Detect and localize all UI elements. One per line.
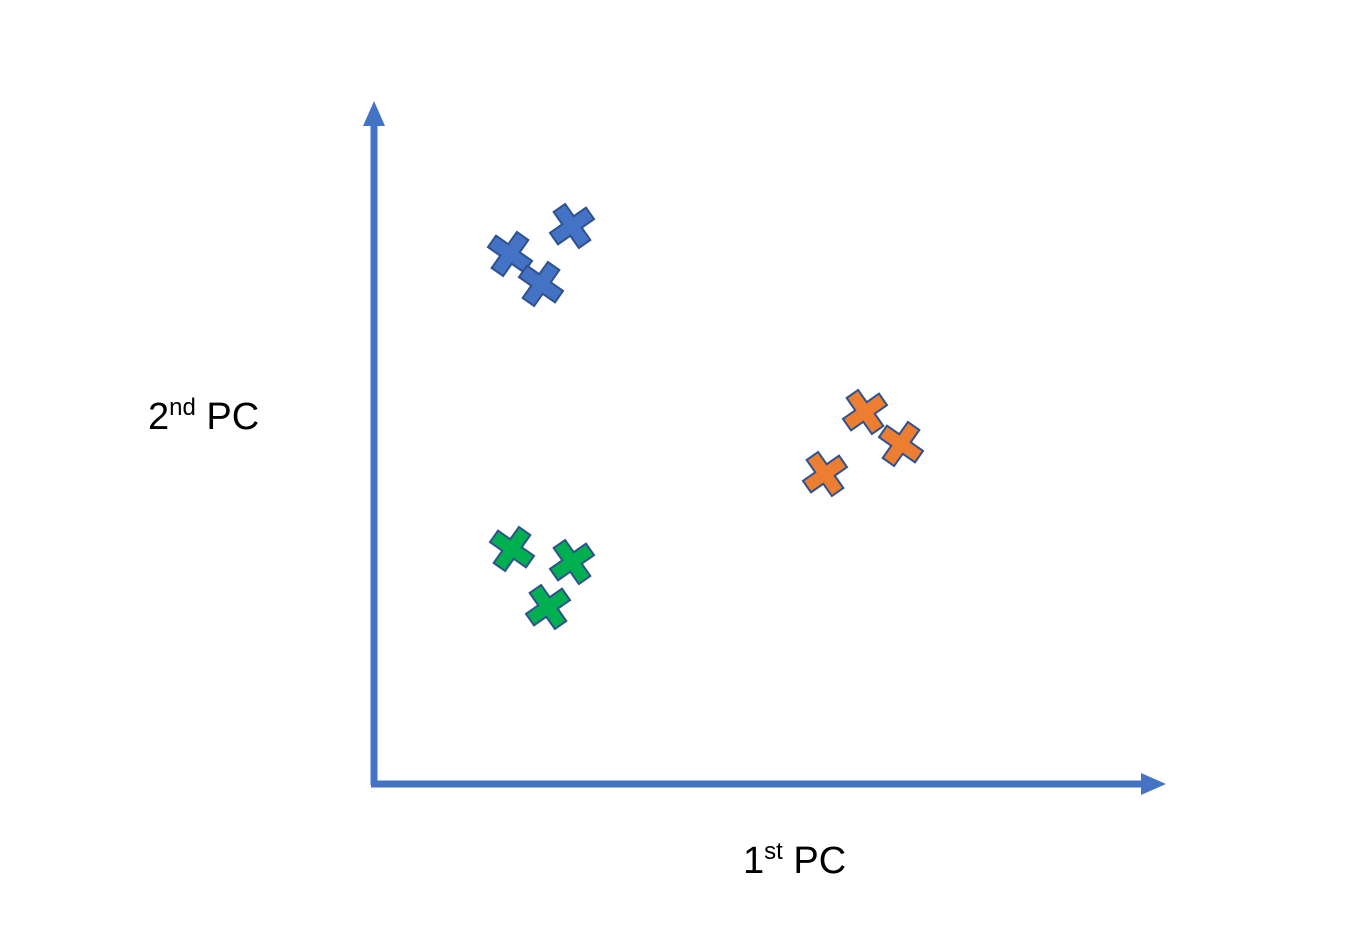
green-cross-marker-1 <box>488 525 536 573</box>
orange-cross-marker-2 <box>877 420 925 468</box>
blue-cross-marker-2 <box>548 202 596 250</box>
orange-cross-marker-1 <box>841 388 889 436</box>
x-axis-arrowhead <box>1141 773 1166 795</box>
y-axis-arrowhead <box>363 101 385 126</box>
y-axis-label: 2nd PC <box>148 394 260 438</box>
cluster-green <box>488 525 596 631</box>
y-axis-label-suffix: nd <box>169 394 196 421</box>
orange-cross-marker-3 <box>801 450 849 498</box>
x-axis <box>371 773 1166 795</box>
green-cross-marker-3 <box>524 583 572 631</box>
x-axis-label-suffix: st <box>764 838 783 865</box>
cluster-markers <box>486 202 925 631</box>
y-axis-label-text: PC <box>195 396 260 438</box>
x-axis-label-text: PC <box>782 840 847 882</box>
cluster-blue <box>486 202 596 308</box>
blue-cross-marker-3 <box>517 260 565 308</box>
blue-cross-marker-1 <box>486 230 534 278</box>
x-axis-label-number: 1 <box>743 840 765 882</box>
x-axis-label: 1st PC <box>743 838 847 882</box>
cluster-orange <box>801 388 925 498</box>
y-axis <box>363 101 385 785</box>
green-cross-marker-2 <box>548 538 596 586</box>
y-axis-label-number: 2 <box>148 396 170 438</box>
